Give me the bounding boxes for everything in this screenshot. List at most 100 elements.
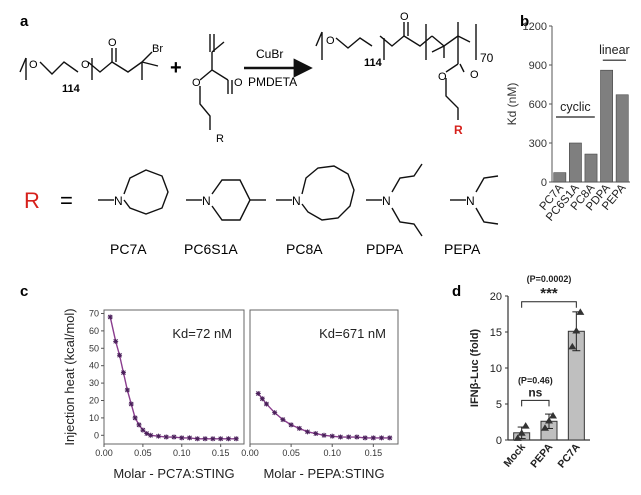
x-tick-label: 0.05 — [134, 448, 152, 458]
bromine-label: Br — [152, 43, 163, 55]
data-point — [288, 422, 294, 428]
data-point — [124, 387, 130, 393]
data-point — [144, 431, 150, 437]
data-point — [218, 436, 224, 442]
data-point — [280, 417, 286, 423]
data-point — [337, 434, 343, 440]
peg-oxygen-3: O — [108, 37, 117, 49]
pc6s1a-nitrogen: N — [202, 194, 211, 208]
x-tick-label: 0.05 — [282, 448, 300, 458]
data-point — [255, 391, 261, 397]
peg-initiator-structure — [19, 48, 159, 80]
data-point — [140, 427, 146, 433]
y-axis-title: IFNβ-Luc (fold) — [469, 329, 481, 408]
structure-label-pc8a: PC8A — [286, 241, 323, 257]
x-tick-label: 0.00 — [241, 448, 259, 458]
y-tick-label: 1200 — [523, 21, 547, 33]
x-axis-title: Molar - PEPA:STING — [263, 466, 384, 481]
x-axis-title: Molar - PC7A:STING — [113, 466, 234, 481]
structure-label-pepa: PEPA — [444, 241, 481, 257]
y-axis-title: Kd (nM) — [505, 83, 519, 126]
monomer-oxygen-2: O — [234, 77, 243, 89]
bar-pc8a — [584, 153, 598, 183]
y-tick-label: 5 — [496, 399, 502, 411]
data-point — [107, 314, 113, 320]
pdpa-structure — [366, 163, 423, 237]
polymer-peg-repeat: 114 — [364, 57, 383, 69]
data-point — [117, 352, 123, 358]
data-point — [113, 338, 119, 344]
data-point — [179, 435, 185, 441]
data-point — [194, 436, 200, 442]
data-point — [379, 435, 385, 441]
y-tick-label: 300 — [529, 138, 547, 150]
y-tick-label: 60 — [89, 326, 99, 336]
plot-frame — [249, 309, 399, 445]
peg-oxygen-1: O — [29, 59, 38, 71]
data-point — [187, 435, 193, 441]
structure-label-pdpa: PDPA — [366, 241, 404, 257]
p-value-label: (P=0.0002) — [527, 274, 572, 284]
replicate-point — [545, 417, 553, 424]
reagent-label: CuBr — [256, 47, 283, 61]
y-tick-label: 50 — [89, 343, 99, 353]
r-group-symbol: R — [24, 188, 40, 213]
panel-b-letter: b — [520, 13, 529, 30]
y-tick-label: 70 — [89, 308, 99, 318]
y-tick-label: 900 — [529, 60, 547, 72]
r-group-equals: = — [60, 188, 73, 213]
monomer-structure — [199, 34, 233, 130]
pc8a-nitrogen: N — [292, 194, 301, 208]
pc7a-structure — [98, 169, 169, 215]
pepa-nitrogen: N — [466, 194, 475, 208]
data-point — [272, 410, 278, 416]
fit-curve — [109, 316, 237, 440]
data-point — [370, 435, 376, 441]
data-point — [354, 434, 360, 440]
x-tick-label: 0.15 — [212, 448, 230, 458]
polymer-r-group: R — [454, 123, 463, 137]
data-point — [233, 436, 239, 442]
x-tick-label: Mock — [502, 441, 529, 469]
data-point — [329, 433, 335, 439]
data-point — [202, 436, 208, 442]
bar-pc7a — [553, 172, 567, 183]
bar-pc6s1a — [569, 142, 582, 183]
data-point — [132, 415, 138, 421]
significance-bracket — [521, 399, 550, 407]
x-tick-label: PEPA — [528, 441, 555, 470]
pdpa-nitrogen: N — [382, 194, 391, 208]
itc-pepa-plot: 0.00 0.05 0.10 0.15 Molar - PEPA:STING Kd=671… — [241, 309, 399, 481]
bar-pdpa — [600, 69, 613, 183]
panel-a-letter: a — [20, 13, 29, 30]
significance-label: *** — [540, 285, 558, 302]
replicate-point — [521, 422, 530, 429]
significance-bracket — [521, 301, 577, 308]
y-tick-label: 0 — [94, 430, 99, 440]
replicate-point — [572, 327, 581, 334]
y-tick-label: 20 — [490, 291, 502, 303]
polymer-oxygen-3: O — [470, 69, 479, 81]
replicate-point — [568, 342, 577, 350]
ligand-label: PMDETA — [248, 75, 297, 89]
x-tick-label: PC7A — [555, 441, 582, 470]
panel-c: c 0.00 0.05 0.10 0.15 0 10 20 30 40 50 60 70 Injecti… — [20, 283, 399, 481]
polymer-product-structure — [315, 22, 477, 120]
peg-repeat-count: 114 — [62, 83, 81, 95]
y-tick-label: 0 — [541, 177, 547, 189]
structure-label-pc6s1a: PC6S1A — [184, 241, 238, 257]
plus-sign: + — [170, 57, 182, 79]
itc-pc7a-plot: 0.00 0.05 0.10 0.15 0 10 20 30 40 50 60 70 Injection… — [62, 308, 245, 481]
polymer-oxygen-1: O — [326, 35, 335, 47]
p-value-label: (P=0.46) — [518, 375, 553, 385]
y-axis-title: Injection heat (kcal/mol) — [62, 308, 77, 445]
data-point — [128, 401, 134, 407]
replicate-point — [517, 429, 526, 436]
pc7a-nitrogen: N — [114, 194, 123, 208]
panel-c-letter: c — [20, 283, 28, 300]
structure-label-pc7a: PC7A — [110, 241, 147, 257]
replicate-point — [549, 412, 557, 419]
